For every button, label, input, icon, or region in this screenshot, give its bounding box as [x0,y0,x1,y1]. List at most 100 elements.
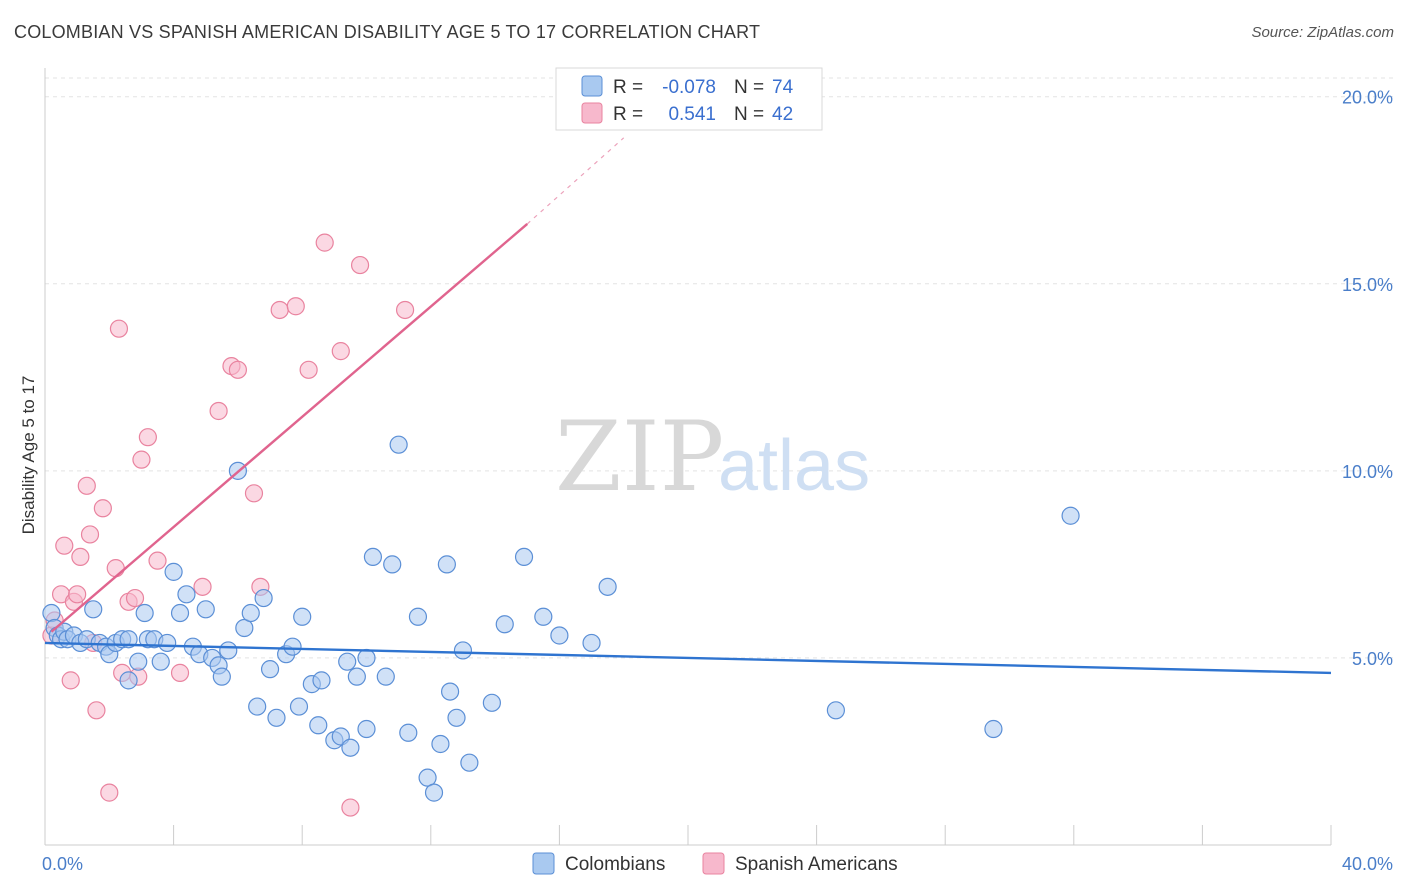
colombians-point-43 [293,607,312,626]
spanish-americans-point-8 [77,476,96,495]
legend-n-label-colombians: N = [734,77,764,98]
x-tick-labels: 0.0% 40.0% [42,854,1393,874]
colombians-point-38 [260,660,280,679]
spanish-americans-point-22 [148,551,167,570]
colombians-trend-line [44,641,1332,675]
data-points [42,233,1080,817]
spanish-americans-point-13 [100,783,119,802]
colombians-point-36 [248,697,267,716]
colombians-point-0 [42,603,61,623]
spanish-americans-point-14 [106,559,125,578]
y-tick-label-2: 15.0% [1342,275,1393,295]
colombians-point-15 [119,630,138,649]
spanish-americans-point-34 [331,342,350,361]
x-tick-label-1: 40.0% [1342,854,1393,874]
spanish-americans-point-11 [87,701,106,720]
legend-swatch-colombians [581,75,603,97]
legend-n-label-spanish-americans: N = [734,104,764,125]
colombians-point-64 [440,682,460,701]
spanish-americans-point-7 [71,547,90,567]
spanish-americans-point-28 [244,484,264,503]
spanish-americans-point-27 [228,360,247,379]
gridlines [45,77,1395,659]
legend-r-value-spanish-americans: 0.541 [668,104,716,125]
colombians-point-42 [289,697,309,716]
spanish-americans-point-6 [68,585,87,604]
y-tick-label-1: 10.0% [1342,462,1393,482]
colombians-point-75 [826,701,845,720]
spanish-americans-point-32 [299,360,318,379]
colombians-point-57 [389,435,408,454]
colombians-point-37 [254,588,273,608]
colombians-point-50 [341,738,360,757]
colombians-point-46 [312,671,331,690]
colombians-point-23 [164,562,183,581]
spanish-americans-point-9 [80,525,100,544]
spanish-americans-point-24 [193,577,212,596]
spanish-americans-point-30 [270,300,289,320]
colombians-point-24 [170,603,190,623]
colombians-point-62 [431,734,450,754]
legend-r-label-colombians: R = [613,77,643,98]
legend-r-value-colombians: -0.078 [662,77,716,98]
y-tick-label-3: 20.0% [1342,88,1393,108]
y-tick-labels: 5.0% 10.0% 15.0% 20.0% [1342,88,1393,669]
colombians-point-34 [235,618,254,638]
legend-box: R = -0.078 N = 74 R = 0.541 N = 42 [555,67,823,131]
spanish-americans-point-35 [341,798,360,817]
spanish-americans-point-18 [125,588,145,608]
spanish-americans-point-12 [93,499,112,518]
colombians-point-41 [283,637,302,656]
source-credit: Source: ZipAtlas.com [1251,24,1394,41]
legend-swatch-spanish-americans [581,102,603,124]
spanish-americans-point-4 [61,671,80,690]
colombians-point-70 [514,547,534,567]
spanish-americans-trend-line [50,223,529,633]
colombians-point-54 [363,547,383,567]
colombians-point-56 [383,555,402,574]
legend-r-label-spanish-americans: R = [613,104,643,125]
colombians-point-72 [550,626,569,645]
bottom-legend-label-colombians: Colombians [565,854,665,875]
spanish-americans-point-33 [315,233,334,252]
spanish-americans-point-23 [170,663,190,682]
y-tick-label-0: 5.0% [1352,649,1393,669]
colombians-point-16 [119,671,138,690]
spanish-americans-point-3 [55,536,74,555]
bottom-legend-swatch-colombians [532,852,555,875]
spanish-americans-point-20 [132,450,151,469]
colombians-point-45 [309,716,328,735]
colombians-point-18 [135,603,154,623]
colombians-point-9 [84,600,103,619]
colombians-point-51 [347,667,366,686]
colombians-point-63 [437,555,456,574]
colombians-point-61 [424,783,444,802]
colombians-point-59 [408,607,428,626]
colombians-point-22 [158,633,177,653]
colombians-point-76 [984,719,1003,739]
colombians-point-60 [418,768,437,787]
colombians-point-69 [495,615,514,634]
chart-title: COLOMBIAN VS SPANISH AMERICAN DISABILITY… [14,22,761,42]
colombians-point-25 [177,585,196,604]
x-tick-label-0: 0.0% [42,854,83,874]
colombians-point-55 [376,667,395,686]
colombians-point-74 [598,577,617,596]
colombians-point-32 [219,641,238,660]
watermark: ZIP atlas [555,401,870,513]
colombians-point-71 [534,607,553,626]
spanish-americans-point-31 [286,297,305,316]
colombians-point-65 [447,708,466,727]
axes [44,68,1332,846]
bottom-legend-label-spanish-americans: Spanish Americans [735,854,898,875]
colombians-point-73 [582,633,601,653]
colombians-point-21 [151,652,170,671]
legend-n-value-colombians: 74 [772,77,794,98]
colombians-point-49 [338,652,357,671]
spanish-americans-point-37 [395,300,415,320]
spanish-americans-trend-extension [526,137,625,225]
spanish-americans-point-21 [138,428,157,447]
colombians-point-68 [482,693,501,712]
trend-lines [44,137,1332,675]
